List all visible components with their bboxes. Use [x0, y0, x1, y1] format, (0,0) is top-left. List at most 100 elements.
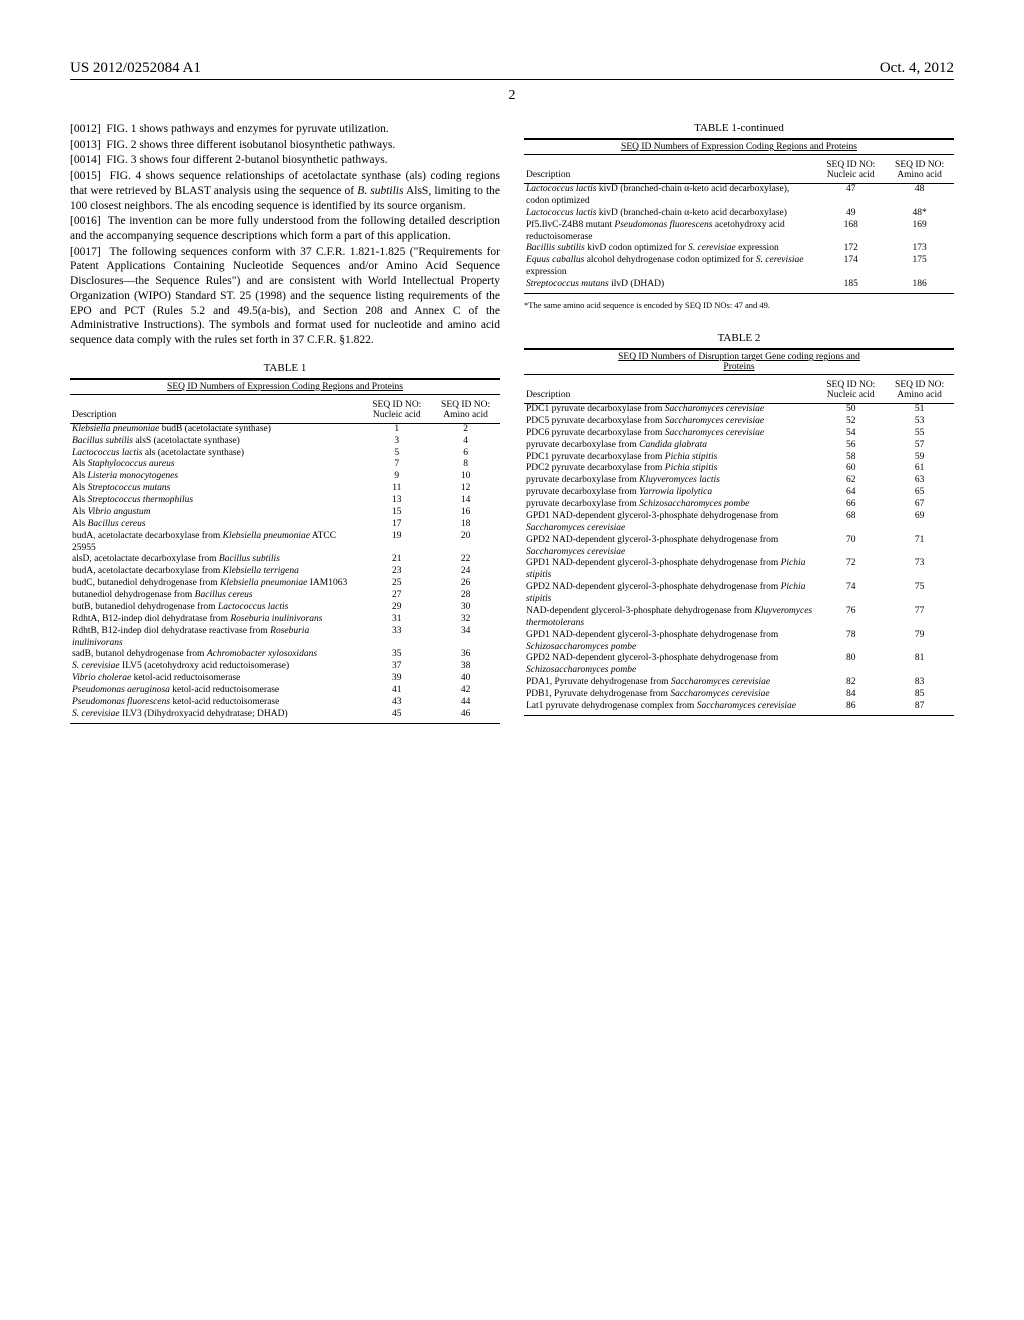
table-cell-nucleic: 72 [816, 558, 885, 582]
table-cell-nucleic: 11 [362, 483, 431, 495]
table-2-subcaption: SEQ ID Numbers of Disruption target Gene… [524, 349, 954, 375]
table-cell-nucleic: 43 [362, 697, 431, 709]
table-cell-desc: RdhtA, B12-indep diol dehydratase from R… [70, 614, 362, 626]
table-row: RdhtB, B12-indep diol dehydratase reacti… [70, 626, 500, 650]
table-cell-desc: Pseudomonas aeruginosa ketol-acid reduct… [70, 685, 362, 697]
table-row: GPD2 NAD-dependent glycerol-3-phosphate … [524, 535, 954, 559]
table-cell-amino: 65 [885, 487, 954, 499]
table-cell-desc: GPD1 NAD-dependent glycerol-3-phosphate … [524, 511, 816, 535]
table-row: Lactococcus lactis kivD (branched-chain … [524, 208, 954, 220]
table-row: GPD2 NAD-dependent glycerol-3-phosphate … [524, 582, 954, 606]
table-cell-nucleic: 58 [816, 452, 885, 464]
table-1c-caption: TABLE 1-continued [524, 122, 954, 134]
paragraph: [0014] FIG. 3 shows four different 2-but… [70, 153, 500, 168]
table-row: Als Listeria monocytogenes910 [70, 471, 500, 483]
table-cell-amino: 73 [885, 558, 954, 582]
table-cell-nucleic: 47 [816, 184, 885, 208]
table-cell-amino: 26 [431, 578, 500, 590]
table-cell-desc: Als Bacillus cereus [70, 519, 362, 531]
table-cell-amino: 61 [885, 463, 954, 475]
table-cell-desc: budC, butanediol dehydrogenase from Kleb… [70, 578, 362, 590]
table-cell-desc: Pf5.IlvC-Z4B8 mutant Pseudomonas fluores… [524, 220, 816, 244]
table-cell-amino: 8 [431, 459, 500, 471]
table-2-header-desc: Description [524, 377, 816, 404]
table-1-content: Description SEQ ID NO:Nucleic acid SEQ I… [70, 397, 500, 724]
table-cell-desc: pyruvate decarboxylase from Kluyveromyce… [524, 475, 816, 487]
table-cell-nucleic: 54 [816, 428, 885, 440]
table-cell-desc: GPD1 NAD-dependent glycerol-3-phosphate … [524, 558, 816, 582]
table-row: butB, butanediol dehydrogenase from Lact… [70, 602, 500, 614]
table-row: Pseudomonas aeruginosa ketol-acid reduct… [70, 685, 500, 697]
table-cell-desc: pyruvate decarboxylase from Candida glab… [524, 440, 816, 452]
table-cell-nucleic: 76 [816, 606, 885, 630]
table-row: PDC1 pyruvate decarboxylase from Pichia … [524, 452, 954, 464]
table-cell-nucleic: 66 [816, 499, 885, 511]
table-cell-nucleic: 19 [362, 531, 431, 555]
left-column: [0012] FIG. 1 shows pathways and enzymes… [70, 122, 500, 724]
table-cell-desc: Als Staphylococcus aureus [70, 459, 362, 471]
table-cell-amino: 22 [431, 554, 500, 566]
patent-number: US 2012/0252084 A1 [70, 60, 201, 77]
table-row: Lactococcus lactis kivD (branched-chain … [524, 184, 954, 208]
table-cell-nucleic: 9 [362, 471, 431, 483]
table-cell-amino: 59 [885, 452, 954, 464]
table-cell-amino: 2 [431, 423, 500, 435]
table-cell-amino: 48 [885, 184, 954, 208]
table-cell-nucleic: 37 [362, 661, 431, 673]
table-cell-amino: 6 [431, 448, 500, 460]
table-cell-nucleic: 80 [816, 653, 885, 677]
paragraph: [0012] FIG. 1 shows pathways and enzymes… [70, 122, 500, 137]
table-1-caption: TABLE 1 [70, 362, 500, 374]
table-cell-desc: pyruvate decarboxylase from Schizosaccha… [524, 499, 816, 511]
table-cell-nucleic: 82 [816, 677, 885, 689]
table-cell-desc: Klebsiella pneumoniae budB (acetolactate… [70, 423, 362, 435]
table-cell-desc: Equus caballus alcohol dehydrogenase cod… [524, 255, 816, 279]
table-cell-nucleic: 7 [362, 459, 431, 471]
table-row: PDA1, Pyruvate dehydrogenase from Saccha… [524, 677, 954, 689]
table-cell-desc: PDC2 pyruvate decarboxylase from Pichia … [524, 463, 816, 475]
table-cell-amino: 40 [431, 673, 500, 685]
table-row: Pf5.IlvC-Z4B8 mutant Pseudomonas fluores… [524, 220, 954, 244]
table-cell-nucleic: 23 [362, 566, 431, 578]
table-cell-desc: alsD, acetolactate decarboxylase from Ba… [70, 554, 362, 566]
table-row: Als Streptococcus mutans1112 [70, 483, 500, 495]
table-row: pyruvate decarboxylase from Candida glab… [524, 440, 954, 452]
table-cell-amino: 42 [431, 685, 500, 697]
table-row: GPD1 NAD-dependent glycerol-3-phosphate … [524, 630, 954, 654]
table-2-content: Description SEQ ID NO:Nucleic acid SEQ I… [524, 377, 954, 716]
table-cell-desc: GPD1 NAD-dependent glycerol-3-phosphate … [524, 630, 816, 654]
table-cell-amino: 36 [431, 649, 500, 661]
table-cell-desc: pyruvate decarboxylase from Yarrowia lip… [524, 487, 816, 499]
table-cell-amino: 83 [885, 677, 954, 689]
table-cell-nucleic: 27 [362, 590, 431, 602]
table-cell-nucleic: 174 [816, 255, 885, 279]
table-cell-amino: 51 [885, 404, 954, 416]
table-1c-header-nucleic: SEQ ID NO:Nucleic acid [816, 157, 885, 184]
table-cell-desc: butanediol dehydrogenase from Bacillus c… [70, 590, 362, 602]
paragraph: [0016] The invention can be more fully u… [70, 214, 500, 243]
paragraph: [0013] FIG. 2 shows three different isob… [70, 138, 500, 153]
table-cell-amino: 173 [885, 243, 954, 255]
table-cell-amino: 79 [885, 630, 954, 654]
table-row: budA, acetolactate decarboxylase from Kl… [70, 566, 500, 578]
table-cell-nucleic: 86 [816, 701, 885, 715]
table-row: Als Bacillus cereus1718 [70, 519, 500, 531]
table-row: Lat1 pyruvate dehydrogenase complex from… [524, 701, 954, 715]
table-cell-amino: 44 [431, 697, 500, 709]
table-cell-desc: PDB1, Pyruvate dehydrogenase from Saccha… [524, 689, 816, 701]
table-cell-nucleic: 1 [362, 423, 431, 435]
table-cell-amino: 71 [885, 535, 954, 559]
table-row: S. cerevisiae ILV5 (acetohydroxy acid re… [70, 661, 500, 673]
table-cell-amino: 10 [431, 471, 500, 483]
table-row: PDC5 pyruvate decarboxylase from Sacchar… [524, 416, 954, 428]
table-2-header-nucleic: SEQ ID NO:Nucleic acid [816, 377, 885, 404]
table-row: Als Staphylococcus aureus78 [70, 459, 500, 471]
table-row: Klebsiella pneumoniae budB (acetolactate… [70, 423, 500, 435]
table-row: RdhtA, B12-indep diol dehydratase from R… [70, 614, 500, 626]
right-column: TABLE 1-continued SEQ ID Numbers of Expr… [524, 122, 954, 724]
table-cell-amino: 4 [431, 436, 500, 448]
table-row: alsD, acetolactate decarboxylase from Ba… [70, 554, 500, 566]
table-cell-nucleic: 41 [362, 685, 431, 697]
table-cell-desc: Als Listeria monocytogenes [70, 471, 362, 483]
table-row: PDB1, Pyruvate dehydrogenase from Saccha… [524, 689, 954, 701]
